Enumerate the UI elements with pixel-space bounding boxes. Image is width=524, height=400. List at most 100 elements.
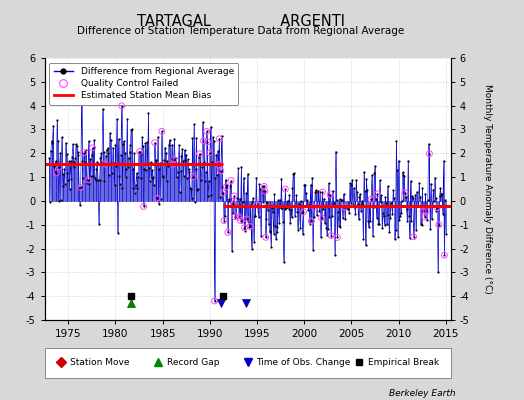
Point bbox=[253, 202, 261, 208]
Point bbox=[54, 138, 62, 144]
Point bbox=[310, 204, 319, 210]
Point bbox=[104, 150, 113, 156]
Point bbox=[47, 148, 55, 154]
Point bbox=[248, 199, 257, 205]
Point bbox=[250, 238, 258, 245]
Point bbox=[372, 195, 380, 202]
Point bbox=[142, 167, 150, 174]
Point bbox=[187, 185, 195, 192]
Point bbox=[304, 207, 312, 213]
Point bbox=[181, 157, 190, 164]
Point bbox=[48, 140, 57, 146]
Point bbox=[172, 174, 181, 180]
Point bbox=[416, 194, 424, 200]
Point bbox=[299, 209, 308, 215]
Point bbox=[162, 178, 171, 184]
Point bbox=[310, 204, 319, 210]
Point bbox=[305, 202, 313, 208]
Point bbox=[274, 197, 282, 204]
Point bbox=[279, 218, 287, 225]
Point bbox=[127, 127, 135, 133]
Point bbox=[188, 194, 196, 201]
Point bbox=[201, 178, 209, 185]
Point bbox=[261, 234, 270, 240]
Point bbox=[276, 196, 284, 203]
Point bbox=[406, 178, 414, 184]
Point bbox=[292, 192, 301, 198]
Point bbox=[440, 252, 449, 258]
Point bbox=[390, 195, 398, 201]
Point bbox=[79, 175, 88, 181]
Point bbox=[235, 195, 244, 202]
Point bbox=[296, 225, 304, 232]
Point bbox=[227, 248, 236, 254]
Point bbox=[260, 183, 268, 190]
Point bbox=[407, 218, 416, 224]
Point bbox=[258, 188, 266, 194]
Point bbox=[218, 184, 226, 190]
Point bbox=[327, 232, 335, 239]
Point bbox=[122, 173, 130, 180]
Point bbox=[174, 160, 182, 166]
Point bbox=[264, 207, 272, 213]
Point bbox=[157, 196, 165, 202]
Point bbox=[221, 176, 230, 183]
Point bbox=[62, 151, 71, 157]
Point bbox=[67, 158, 75, 164]
Point bbox=[428, 202, 436, 209]
Point bbox=[108, 170, 116, 176]
Point bbox=[366, 218, 375, 224]
Point bbox=[137, 174, 146, 181]
Point bbox=[406, 235, 414, 242]
Point bbox=[97, 150, 105, 157]
Point bbox=[191, 199, 199, 206]
Point bbox=[114, 230, 122, 236]
Point bbox=[195, 150, 204, 157]
Point bbox=[417, 222, 425, 228]
Point bbox=[169, 156, 178, 163]
Point bbox=[160, 157, 168, 164]
Point bbox=[286, 220, 294, 226]
Point bbox=[167, 155, 176, 161]
Point bbox=[227, 178, 235, 184]
Point bbox=[236, 217, 245, 224]
Point bbox=[77, 184, 85, 190]
Point bbox=[57, 197, 66, 203]
Point bbox=[412, 188, 421, 195]
Point bbox=[385, 229, 394, 235]
Text: Berkeley Earth: Berkeley Earth bbox=[389, 389, 456, 398]
Point bbox=[434, 222, 443, 228]
Point bbox=[344, 202, 353, 209]
Point bbox=[114, 136, 123, 142]
Point bbox=[318, 189, 326, 195]
Point bbox=[343, 206, 352, 213]
Point bbox=[49, 122, 58, 129]
Point bbox=[51, 168, 59, 174]
Point bbox=[308, 174, 316, 181]
Point bbox=[395, 217, 403, 224]
Point bbox=[231, 214, 239, 220]
Point bbox=[431, 194, 440, 201]
Point bbox=[54, 198, 63, 204]
Point bbox=[77, 184, 85, 190]
Point bbox=[183, 175, 191, 182]
Point bbox=[136, 148, 144, 155]
Point bbox=[193, 187, 201, 193]
Point bbox=[403, 218, 411, 224]
Point bbox=[359, 236, 367, 242]
Point bbox=[263, 199, 271, 205]
Point bbox=[222, 184, 231, 190]
Point bbox=[434, 222, 443, 228]
Point bbox=[402, 205, 411, 212]
Point bbox=[247, 245, 256, 252]
Point bbox=[419, 208, 427, 215]
Point bbox=[422, 207, 430, 214]
Point bbox=[281, 186, 290, 192]
Point bbox=[129, 184, 138, 191]
Point bbox=[144, 160, 152, 166]
Point bbox=[238, 198, 247, 205]
Point bbox=[214, 161, 223, 168]
Point bbox=[267, 244, 276, 250]
Point bbox=[323, 232, 331, 238]
Point bbox=[125, 149, 134, 156]
